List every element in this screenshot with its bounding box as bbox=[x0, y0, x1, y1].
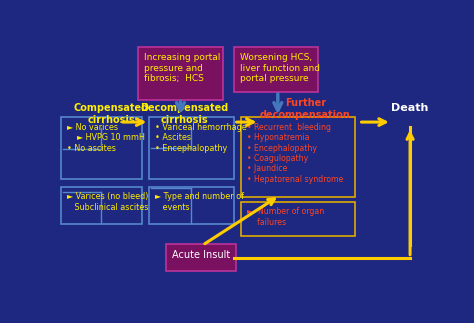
Text: Increasing portal
pressure and
fibrosis;  HCS: Increasing portal pressure and fibrosis;… bbox=[145, 53, 221, 83]
Text: ► Varices (no bleed)
   Subclinical ascites: ► Varices (no bleed) Subclinical ascites bbox=[67, 193, 149, 212]
FancyBboxPatch shape bbox=[166, 244, 236, 271]
Text: Further
decompensation: Further decompensation bbox=[260, 99, 351, 120]
Text: Compensated
cirrhosis: Compensated cirrhosis bbox=[74, 103, 149, 125]
Text: Decompensated
cirrhosis: Decompensated cirrhosis bbox=[140, 103, 228, 125]
FancyBboxPatch shape bbox=[138, 47, 223, 100]
Text: Worsening HCS,
liver function and
portal pressure: Worsening HCS, liver function and portal… bbox=[240, 53, 320, 83]
Text: Acute Insult: Acute Insult bbox=[172, 250, 230, 260]
Text: ►  Number of organ
    failures: ► Number of organ failures bbox=[247, 207, 325, 227]
FancyBboxPatch shape bbox=[234, 47, 318, 92]
Text: • Variceal hemorrhage
• Ascites
• Encephalopathy: • Variceal hemorrhage • Ascites • Enceph… bbox=[155, 123, 247, 153]
Text: ► Type and number of
   events: ► Type and number of events bbox=[155, 193, 245, 212]
Text: Death: Death bbox=[392, 103, 429, 113]
Text: ► No varices
    ► HVPG 10 mmH
• No ascites: ► No varices ► HVPG 10 mmH • No ascites bbox=[67, 123, 145, 153]
Text: • Recurrent  bleeding
• Hyponatremia
• Encephalopathy
• Coagulopathy
• Jaundice
: • Recurrent bleeding • Hyponatremia • En… bbox=[247, 123, 344, 184]
